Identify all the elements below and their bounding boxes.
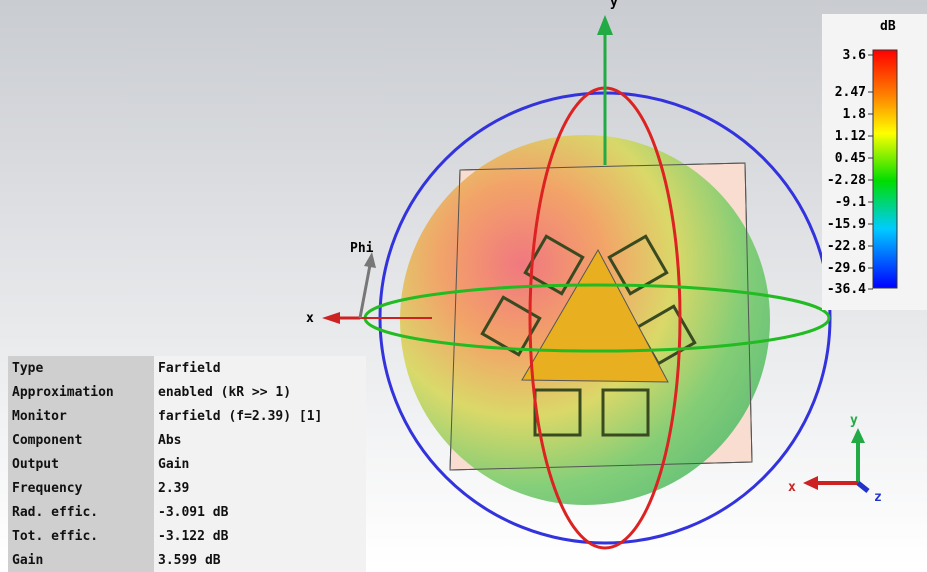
- y-label: y: [610, 0, 618, 10]
- triad: y x z: [788, 413, 882, 505]
- info-value: 3.599 dB: [154, 548, 366, 572]
- info-key: Output: [8, 452, 154, 476]
- info-row: Output Gain: [8, 452, 366, 476]
- info-value: -3.091 dB: [154, 500, 366, 524]
- arrowhead: [597, 15, 613, 35]
- info-key: Component: [8, 428, 154, 452]
- colorbar-label: 3.6: [843, 48, 867, 63]
- colorbar-label: -29.6: [827, 261, 866, 276]
- info-key: Type: [8, 356, 154, 380]
- colorbar-label: -2.28: [827, 173, 866, 188]
- arrowhead: [364, 252, 376, 268]
- info-value: -3.122 dB: [154, 524, 366, 548]
- info-value: Abs: [154, 428, 366, 452]
- info-row: Type Farfield: [8, 356, 366, 380]
- colorbar-label: -36.4: [827, 282, 866, 297]
- info-row: Gain 3.599 dB: [8, 548, 366, 572]
- info-value: enabled (kR >> 1): [154, 380, 366, 404]
- plate-edge: [449, 162, 753, 471]
- colorbar-label: 1.8: [843, 107, 867, 122]
- info-row: Component Abs: [8, 428, 366, 452]
- colorbar-gradient: [872, 49, 898, 289]
- phi-label: Phi: [350, 241, 374, 256]
- info-key: Tot. effic.: [8, 524, 154, 548]
- phi-arrow: [358, 264, 372, 319]
- colorbar-label: 1.12: [835, 129, 866, 144]
- info-table: Type Farfield Approximation enabled (kR >> …: [8, 356, 366, 572]
- colorbar-label: 0.45: [835, 151, 866, 166]
- colorbar-label: -22.8: [827, 239, 866, 254]
- info-row: Frequency 2.39: [8, 476, 366, 500]
- triad-z-label: z: [874, 490, 882, 505]
- colorbar-label: 2.47: [835, 85, 866, 100]
- info-row: Approximation enabled (kR >> 1): [8, 380, 366, 404]
- info-value: farfield (f=2.39) [1]: [154, 404, 366, 428]
- colorbar: dB 3.6 2.47 1.8 1.12 0.45 -2.28 -9.1 -15.9 -22.8…: [822, 14, 927, 310]
- info-value: 2.39: [154, 476, 366, 500]
- info-key: Rad. effic.: [8, 500, 154, 524]
- info-value: Farfield: [154, 356, 366, 380]
- colorbar-unit: dB: [880, 19, 896, 34]
- arrowhead: [322, 312, 340, 324]
- info-row: Monitor farfield (f=2.39) [1]: [8, 404, 366, 428]
- triad-y-label: y: [850, 413, 858, 428]
- colorbar-label: -15.9: [827, 217, 866, 232]
- info-key: Approximation: [8, 380, 154, 404]
- info-key: Gain: [8, 548, 154, 572]
- info-key: Monitor: [8, 404, 154, 428]
- colorbar-label: -9.1: [835, 195, 866, 210]
- info-row: Tot. effic. -3.122 dB: [8, 524, 366, 548]
- x-label: x: [306, 311, 314, 326]
- triangle: [521, 248, 669, 383]
- info-row: Rad. effic. -3.091 dB: [8, 500, 366, 524]
- triad-x-label: x: [788, 480, 796, 495]
- info-key: Frequency: [8, 476, 154, 500]
- info-value: Gain: [154, 452, 366, 476]
